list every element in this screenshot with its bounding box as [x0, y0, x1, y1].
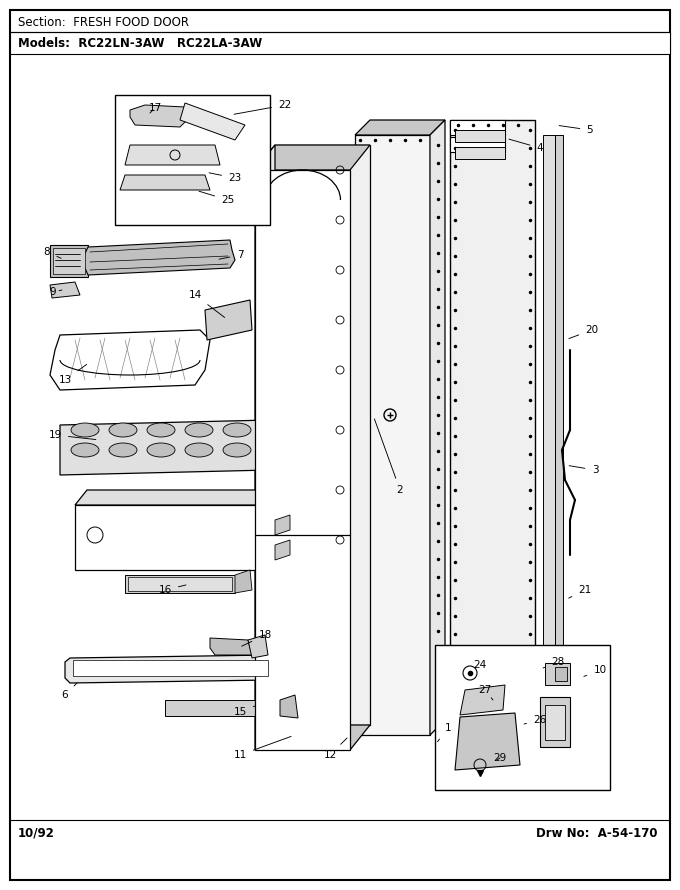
Text: 21: 21 — [568, 585, 592, 598]
Bar — [543, 135, 555, 725]
Polygon shape — [235, 570, 252, 593]
Text: 14: 14 — [188, 290, 224, 318]
Polygon shape — [255, 145, 370, 170]
Text: 7: 7 — [219, 250, 243, 260]
Bar — [545, 663, 570, 685]
Bar — [115, 95, 270, 225]
Ellipse shape — [109, 423, 137, 437]
Bar — [555, 135, 563, 725]
Bar — [455, 130, 505, 142]
Text: 4: 4 — [509, 139, 543, 153]
Text: 26: 26 — [524, 715, 547, 725]
Polygon shape — [83, 240, 235, 275]
Text: 29: 29 — [494, 753, 507, 763]
Ellipse shape — [71, 423, 99, 437]
Polygon shape — [275, 490, 287, 570]
Text: 13: 13 — [58, 364, 86, 385]
Bar — [450, 137, 505, 152]
Bar — [555, 667, 567, 681]
Ellipse shape — [223, 443, 251, 457]
Text: 17: 17 — [148, 103, 162, 113]
Bar — [165, 700, 280, 716]
Polygon shape — [275, 540, 290, 560]
Text: 8: 8 — [44, 247, 61, 258]
Text: 12: 12 — [324, 738, 347, 760]
Text: 9: 9 — [50, 287, 62, 297]
Ellipse shape — [223, 423, 251, 437]
Polygon shape — [75, 505, 275, 570]
Polygon shape — [65, 650, 275, 683]
Polygon shape — [75, 490, 287, 505]
Ellipse shape — [71, 443, 99, 457]
Bar — [450, 120, 535, 745]
Text: 16: 16 — [158, 585, 186, 595]
Bar — [73, 660, 268, 676]
Bar — [455, 147, 505, 159]
Polygon shape — [255, 725, 370, 750]
Bar — [125, 575, 235, 593]
Polygon shape — [280, 695, 298, 718]
Polygon shape — [275, 515, 290, 535]
Text: 10: 10 — [584, 665, 607, 676]
Text: 18: 18 — [242, 630, 271, 646]
Bar — [128, 577, 232, 591]
Polygon shape — [125, 145, 220, 165]
Text: 15: 15 — [233, 706, 255, 717]
Polygon shape — [50, 330, 210, 390]
Polygon shape — [255, 170, 350, 750]
Text: 6: 6 — [62, 683, 77, 700]
Text: 1: 1 — [437, 723, 452, 741]
Polygon shape — [130, 105, 190, 127]
Text: 11: 11 — [233, 736, 291, 760]
Polygon shape — [180, 103, 245, 140]
Polygon shape — [205, 300, 252, 340]
Text: 27: 27 — [478, 685, 493, 700]
Text: 3: 3 — [569, 465, 598, 475]
Polygon shape — [120, 175, 210, 190]
Ellipse shape — [109, 443, 137, 457]
Polygon shape — [210, 638, 252, 655]
Text: 2: 2 — [375, 419, 403, 495]
Text: 24: 24 — [470, 660, 487, 675]
Polygon shape — [355, 120, 445, 135]
Polygon shape — [430, 120, 445, 735]
Text: 25: 25 — [199, 191, 235, 205]
Bar — [540, 697, 570, 747]
Ellipse shape — [147, 443, 175, 457]
Text: 22: 22 — [234, 100, 292, 114]
Bar — [53, 248, 85, 274]
Polygon shape — [255, 145, 275, 750]
Polygon shape — [50, 282, 80, 298]
Text: Drw No:  A-54-170: Drw No: A-54-170 — [537, 827, 658, 839]
Polygon shape — [455, 713, 520, 770]
Text: 20: 20 — [569, 325, 598, 338]
Bar — [10, 32, 670, 54]
Bar — [435, 645, 610, 790]
Polygon shape — [355, 135, 430, 735]
Bar — [545, 705, 565, 740]
Polygon shape — [460, 685, 505, 715]
Polygon shape — [275, 145, 370, 725]
Ellipse shape — [185, 443, 213, 457]
Ellipse shape — [147, 423, 175, 437]
Text: 10/92: 10/92 — [18, 827, 55, 839]
Ellipse shape — [185, 423, 213, 437]
Text: 23: 23 — [209, 173, 241, 183]
Text: 28: 28 — [543, 657, 564, 668]
Text: Models:  RC22LN-3AW   RC22LA-3AW: Models: RC22LN-3AW RC22LA-3AW — [18, 36, 262, 50]
Text: 19: 19 — [48, 430, 96, 440]
Bar — [450, 120, 505, 135]
Polygon shape — [60, 420, 270, 475]
Polygon shape — [248, 635, 268, 658]
Bar — [50, 245, 88, 277]
Text: 5: 5 — [559, 125, 594, 135]
Text: Section:  FRESH FOOD DOOR: Section: FRESH FOOD DOOR — [18, 15, 189, 28]
